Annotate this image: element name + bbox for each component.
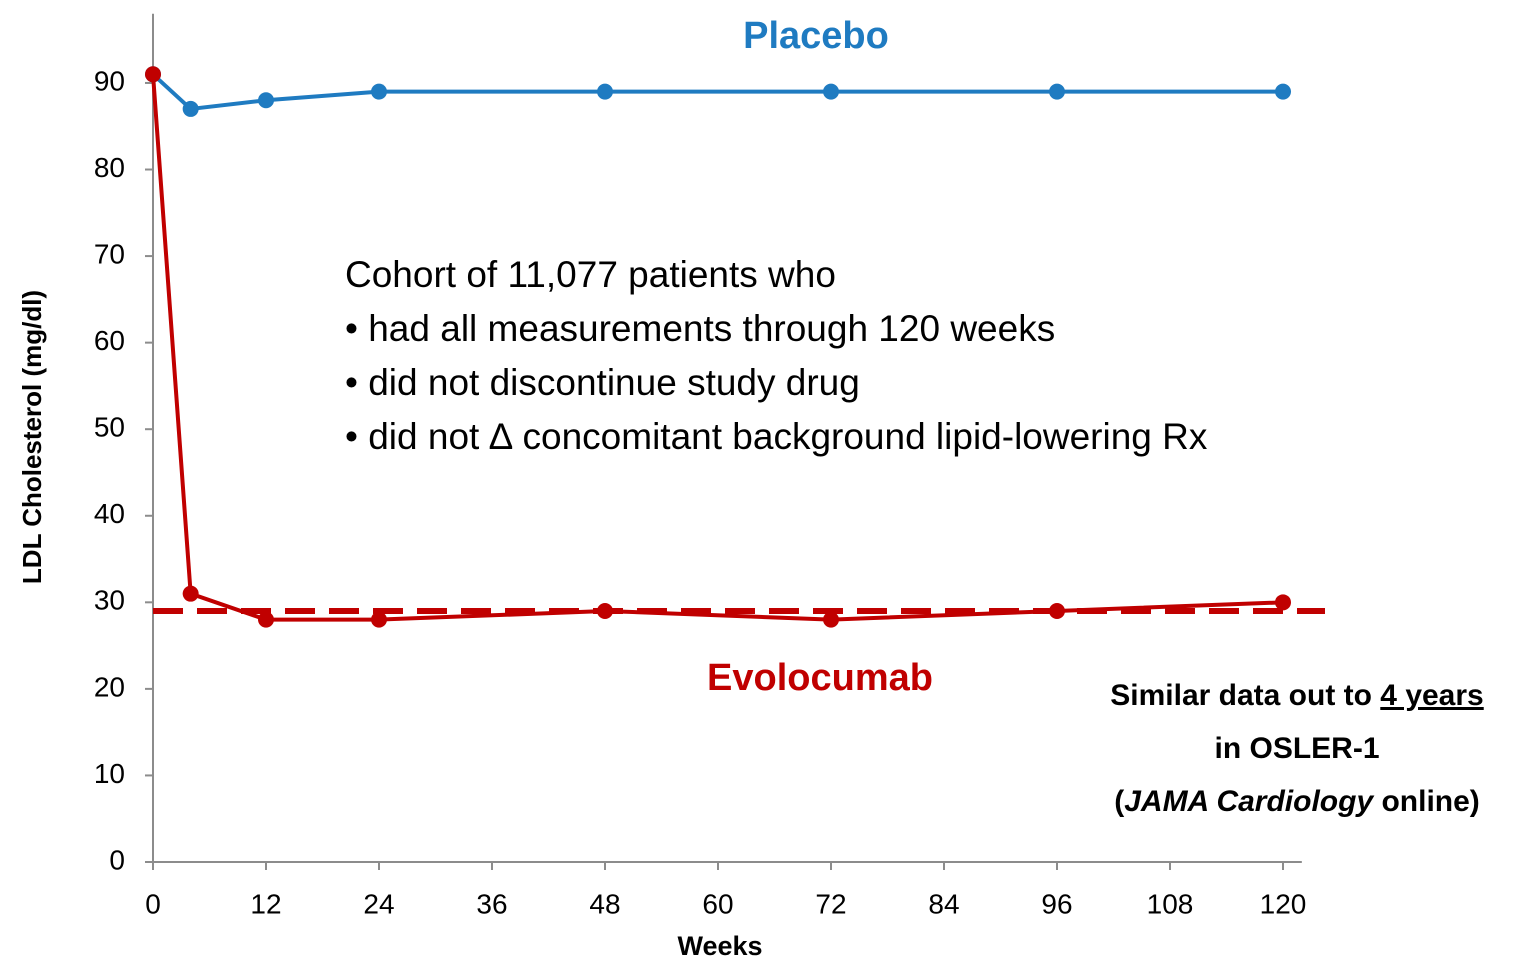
marker bbox=[597, 83, 613, 100]
marker bbox=[145, 66, 161, 83]
note-line: (JAMA Cardiology online) bbox=[1114, 785, 1480, 818]
y-tick-label: 0 bbox=[109, 844, 125, 875]
marker bbox=[258, 611, 274, 628]
marker bbox=[182, 100, 199, 117]
series-label: Evolocumab bbox=[707, 657, 933, 699]
annotation-line: • had all measurements through 120 weeks bbox=[345, 308, 1055, 349]
note-part: in OSLER-1 bbox=[1214, 732, 1379, 765]
note-part: 4 years bbox=[1380, 679, 1483, 712]
marker bbox=[258, 92, 274, 109]
y-axis-title: LDL Cholesterol (mg/dl) bbox=[17, 290, 47, 584]
y-tick-label: 70 bbox=[94, 238, 125, 269]
y-tick-label: 90 bbox=[94, 65, 125, 96]
x-tick-label: 48 bbox=[589, 888, 620, 919]
x-tick-label: 72 bbox=[815, 888, 846, 919]
note-part: online) bbox=[1373, 785, 1480, 818]
x-tick-label: 120 bbox=[1260, 888, 1307, 919]
note-part: JAMA Cardiology bbox=[1124, 785, 1374, 818]
marker bbox=[823, 611, 839, 628]
x-tick-label: 60 bbox=[702, 888, 733, 919]
marker bbox=[371, 83, 387, 100]
marker bbox=[823, 83, 839, 100]
marker bbox=[371, 611, 387, 628]
note-part: ( bbox=[1114, 785, 1124, 818]
marker bbox=[597, 602, 613, 619]
note-line: Similar data out to 4 years bbox=[1110, 679, 1483, 712]
series-line bbox=[151, 72, 1283, 112]
x-tick-label: 96 bbox=[1041, 888, 1072, 919]
marker bbox=[182, 585, 199, 602]
y-tick-label: 20 bbox=[94, 671, 125, 702]
y-tick-label: 40 bbox=[94, 498, 125, 529]
series-label: Placebo bbox=[743, 15, 889, 57]
series-line bbox=[151, 74, 1284, 622]
note-part: Similar data out to bbox=[1110, 679, 1380, 712]
y-tick-label: 50 bbox=[94, 412, 125, 443]
x-tick-label: 84 bbox=[928, 888, 959, 919]
note-line: in OSLER-1 bbox=[1214, 732, 1379, 765]
y-tick-label: 80 bbox=[94, 152, 125, 183]
y-tick-label: 10 bbox=[94, 758, 125, 789]
x-tick-label: 24 bbox=[363, 888, 394, 919]
x-tick-label: 0 bbox=[145, 888, 161, 919]
marker bbox=[1275, 83, 1291, 100]
marker bbox=[1049, 602, 1065, 619]
x-axis-title: Weeks bbox=[677, 931, 762, 961]
marker bbox=[1049, 83, 1065, 100]
x-tick-label: 12 bbox=[250, 888, 281, 919]
y-tick-label: 30 bbox=[94, 585, 125, 616]
annotation-line: • did not discontinue study drug bbox=[345, 362, 860, 403]
marker bbox=[1275, 594, 1291, 611]
y-tick-label: 60 bbox=[94, 325, 125, 356]
annotation-line: Cohort of 11,077 patients who bbox=[345, 254, 836, 295]
x-tick-label: 36 bbox=[476, 888, 507, 919]
annotation-line: • did not ∆ concomitant background lipid… bbox=[345, 416, 1208, 457]
x-tick-label: 108 bbox=[1147, 888, 1194, 919]
